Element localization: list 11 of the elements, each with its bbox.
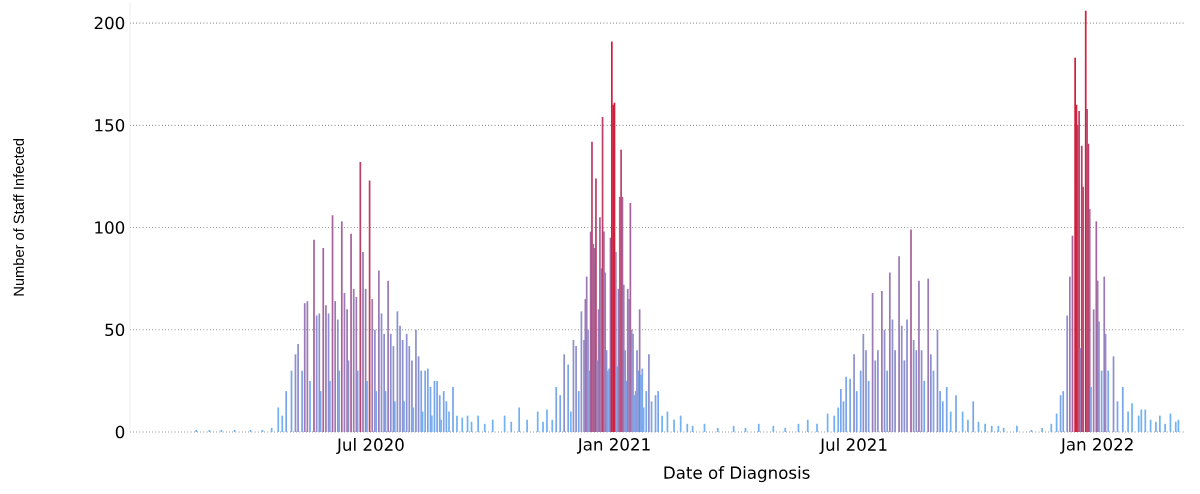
- y-axis-title: Number of Staff Infected: [13, 138, 24, 296]
- y-tick-label: 150: [95, 118, 125, 132]
- x-tick-label: Jul 2021: [819, 438, 887, 455]
- y-tick-label: 100: [95, 221, 125, 234]
- x-tick-label: Jan 2022: [1060, 438, 1133, 454]
- x-tick-label: Jan 2021: [576, 438, 650, 454]
- y-tick-label: 0: [115, 425, 125, 439]
- y-tick-label: 50: [105, 323, 125, 337]
- x-axis-title: Date of Diagnosis: [664, 466, 810, 483]
- y-tick-label: 200: [94, 16, 125, 30]
- x-tick-label: Jul 2020: [336, 438, 404, 455]
